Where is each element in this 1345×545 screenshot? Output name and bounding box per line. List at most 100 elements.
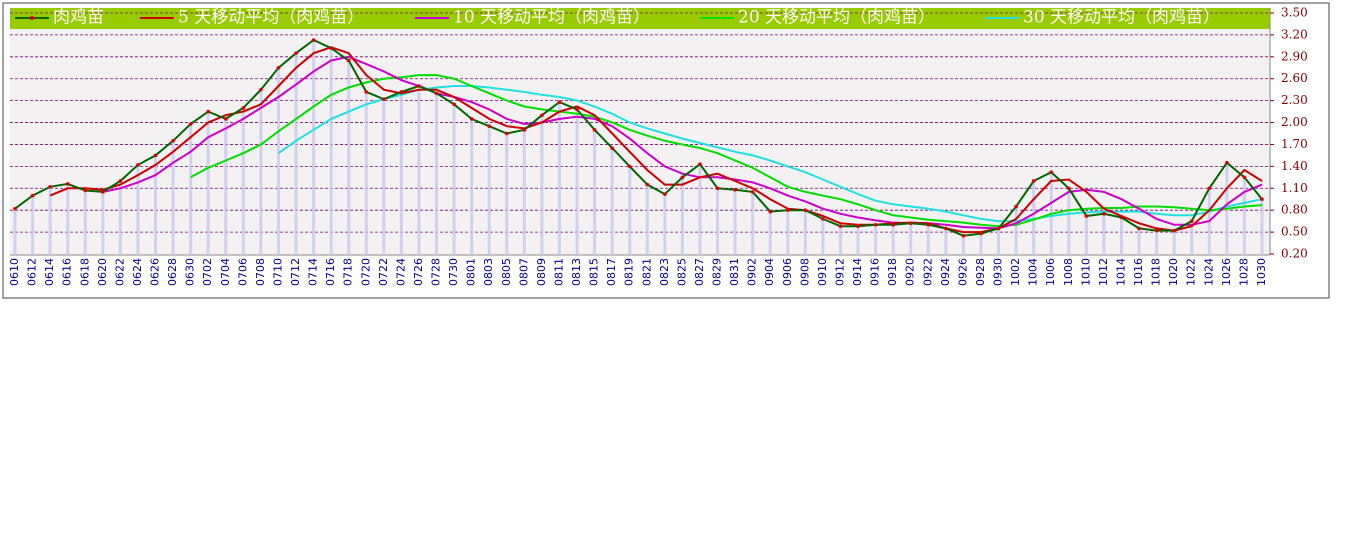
volume-bar: [645, 184, 649, 255]
x-tick-label: 1020: [1167, 258, 1180, 286]
data-point: [821, 217, 825, 221]
volume-bar: [997, 228, 1001, 255]
x-tick-label: 0829: [711, 258, 724, 286]
volume-bar: [136, 164, 140, 255]
data-point: [65, 182, 70, 186]
volume-bar: [31, 195, 35, 255]
data-point: [768, 209, 773, 214]
data-point: [136, 163, 140, 167]
x-tick-label: 0618: [78, 258, 91, 286]
data-point: [241, 106, 246, 110]
series-line: [190, 74, 1263, 228]
volume-bar: [575, 109, 579, 256]
data-point: [1084, 214, 1089, 218]
x-tick-label: 0813: [570, 258, 583, 286]
volume-bar: [1242, 177, 1246, 255]
x-tick-label: 0706: [236, 258, 249, 286]
x-tick-label: 0807: [517, 258, 530, 286]
volume-bar: [224, 118, 228, 255]
volume-bar: [13, 208, 17, 255]
volume-bar: [1190, 221, 1194, 255]
data-point: [382, 97, 386, 101]
data-point: [1225, 160, 1229, 165]
legend-label: 5 天移动平均（肉鸡苗）: [178, 8, 364, 28]
data-point: [645, 182, 650, 187]
x-tick-label: 0930: [992, 258, 1005, 286]
x-tick-label: 1022: [1185, 258, 1198, 286]
data-point: [1242, 175, 1247, 180]
data-point: [399, 90, 404, 94]
legend-label: 20 天移动平均（肉鸡苗）: [738, 8, 935, 28]
volume-bar: [1155, 230, 1159, 255]
data-point: [206, 109, 210, 114]
volume-bar: [961, 235, 965, 255]
x-tick-label: 0630: [184, 258, 197, 286]
volume-bar: [417, 86, 421, 255]
x-tick-label: 0906: [781, 258, 794, 286]
volume-bar: [399, 91, 403, 255]
volume-bar: [926, 224, 930, 255]
x-tick-label: 0624: [131, 258, 144, 286]
x-tick-label: 0819: [623, 258, 636, 286]
data-point: [452, 102, 456, 107]
data-point: [926, 222, 931, 227]
volume-bar: [522, 129, 526, 255]
data-point: [540, 113, 544, 118]
x-tick-label: 0805: [500, 258, 513, 286]
data-point: [1137, 226, 1141, 231]
x-tick-label: 0918: [886, 258, 899, 286]
y-tick-label: 0.20: [1281, 247, 1308, 261]
series-line: [102, 55, 1263, 230]
volume-bar: [118, 180, 122, 255]
x-tick-label: 0610: [8, 258, 21, 286]
volume-bar: [1102, 213, 1106, 255]
data-point: [118, 179, 123, 183]
x-tick-label: 1008: [1062, 258, 1075, 286]
data-point: [294, 51, 298, 55]
volume-bar: [1172, 230, 1176, 255]
x-tick-label: 0724: [394, 258, 407, 286]
volume-bar: [838, 226, 842, 255]
x-tick-label: 0924: [939, 258, 952, 286]
x-tick-label: 1010: [1079, 258, 1092, 286]
data-point: [171, 139, 175, 143]
data-point: [663, 192, 667, 196]
volume-bar: [505, 133, 509, 255]
volume-bar: [803, 210, 807, 255]
x-tick-label: 0726: [412, 258, 425, 286]
y-tick-label: 1.40: [1281, 159, 1308, 173]
x-tick-label: 0622: [113, 258, 126, 286]
x-tick-label: 0626: [149, 258, 162, 286]
y-tick-label: 1.70: [1281, 137, 1308, 151]
data-point: [873, 222, 878, 227]
data-point: [1031, 179, 1036, 183]
x-tick-label: 0712: [289, 258, 302, 286]
data-point: [101, 190, 105, 194]
x-tick-label: 1024: [1202, 258, 1215, 286]
y-tick-label: 0.50: [1281, 225, 1308, 239]
x-tick-label: 0803: [482, 258, 495, 286]
series-line: [277, 85, 1263, 223]
y-tick-label: 2.60: [1281, 71, 1308, 85]
series-line: [14, 38, 1263, 237]
volume-bar: [944, 228, 948, 255]
volume-bar: [1260, 199, 1264, 255]
volume-bar: [891, 224, 895, 255]
y-tick-label: 3.20: [1281, 27, 1308, 41]
volume-bar: [382, 99, 386, 256]
data-point: [592, 128, 597, 132]
data-point: [1014, 204, 1018, 209]
data-point: [276, 65, 281, 70]
x-tick-label: 0926: [956, 258, 969, 286]
x-tick-label: 0708: [254, 258, 267, 286]
data-point: [891, 222, 895, 227]
legend-label: 肉鸡苗: [53, 8, 104, 28]
x-tick-label: 1030: [1255, 258, 1268, 286]
x-tick-label: 0722: [377, 258, 390, 286]
volume-bar: [1119, 217, 1123, 255]
x-tick-label: 1014: [1114, 258, 1127, 286]
data-point: [557, 100, 562, 104]
x-tick-label: 0728: [430, 258, 443, 286]
data-point: [803, 208, 808, 212]
x-tick-label: 0704: [219, 258, 232, 286]
